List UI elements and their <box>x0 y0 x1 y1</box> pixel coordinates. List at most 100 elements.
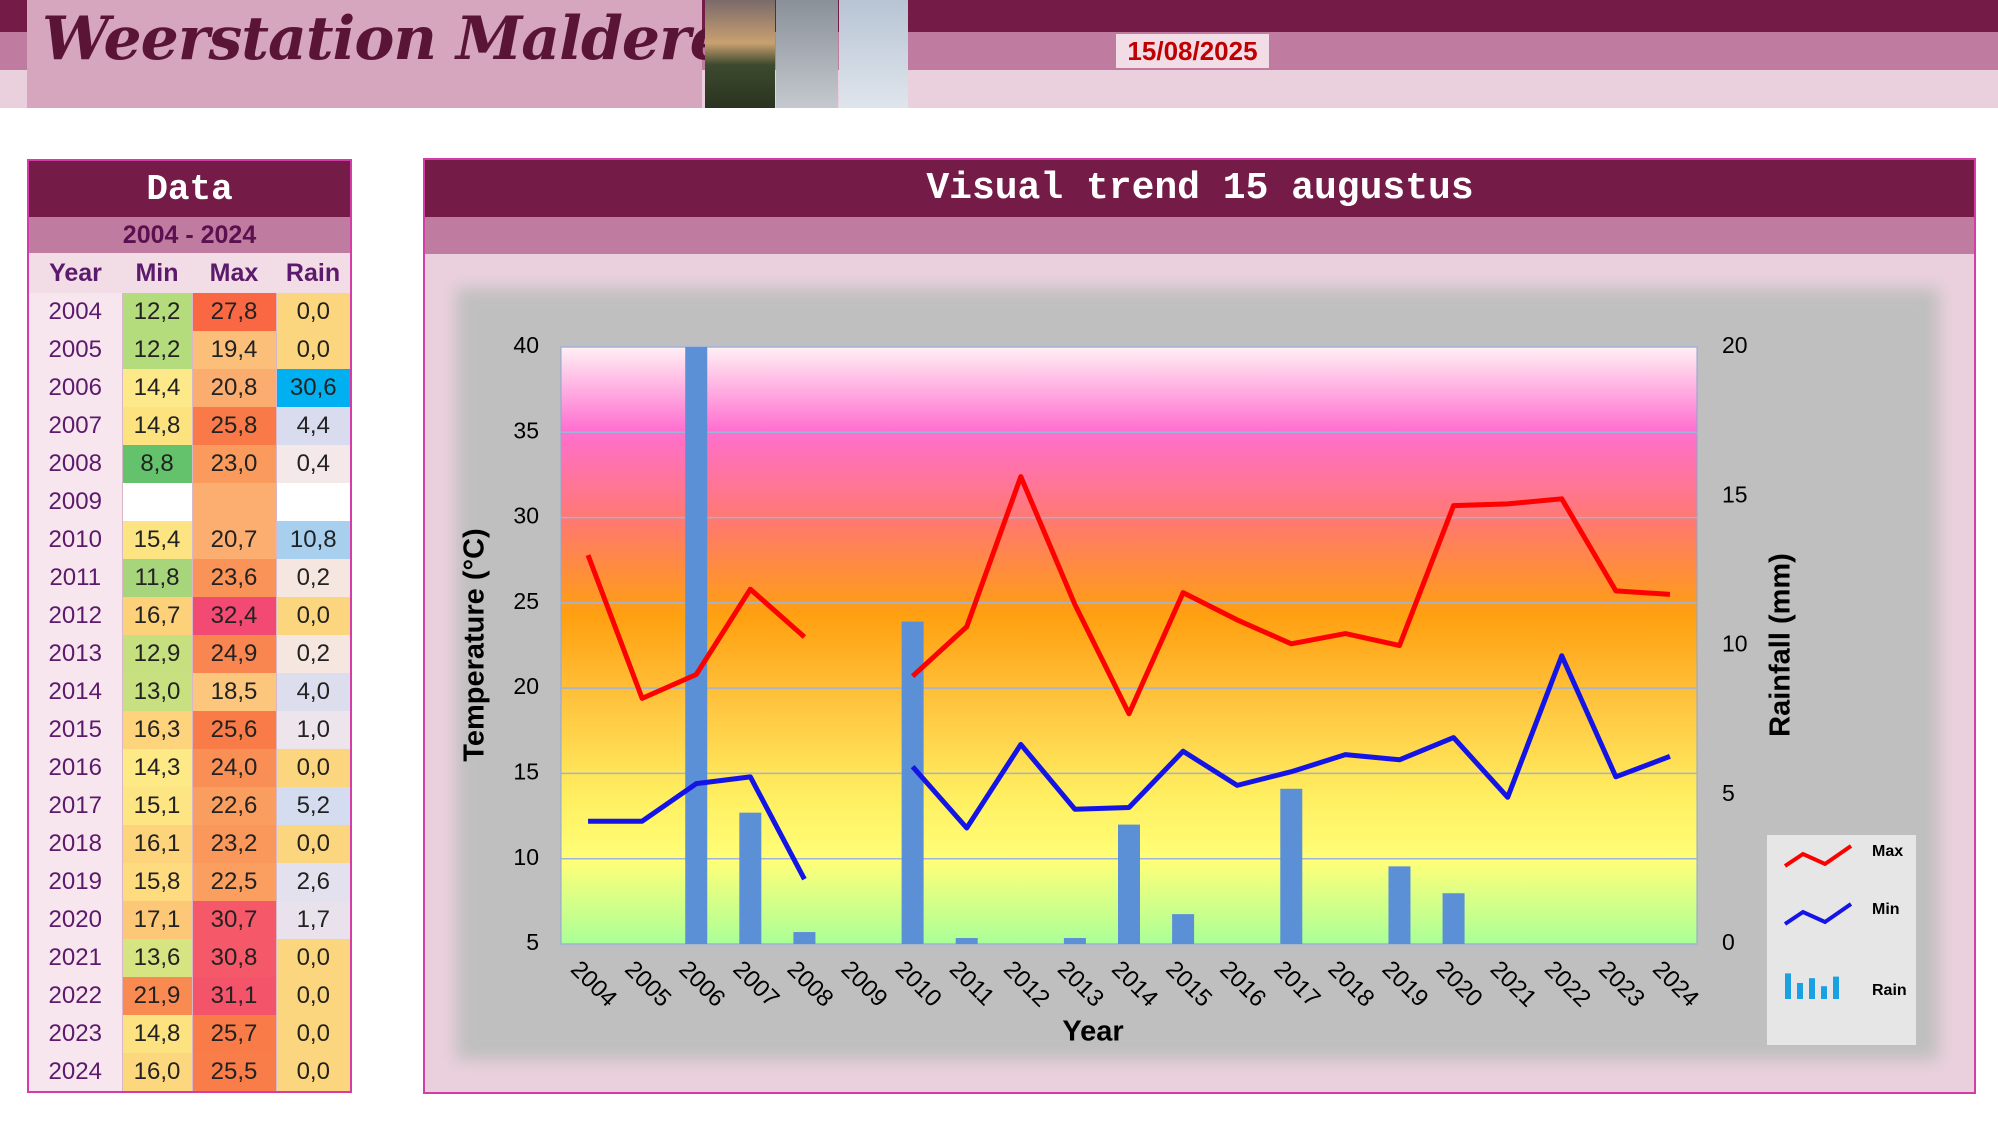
value-cell: 30,8 <box>191 939 276 977</box>
value-cell: 1,0 <box>275 711 352 749</box>
legend-icon <box>1783 902 1853 926</box>
legend-icon <box>1797 983 1803 999</box>
year-cell: 2005 <box>28 331 122 369</box>
legend-icon <box>1821 986 1827 999</box>
value-cell: 15,4 <box>121 521 192 559</box>
value-cell: 27,8 <box>191 293 276 331</box>
data <box>585 347 1671 944</box>
photo <box>839 0 908 108</box>
table-row: 2016 14,3 24,0 0,0 <box>28 749 352 787</box>
value-cell: 14,8 <box>121 1015 192 1053</box>
rain-bar <box>1172 914 1195 944</box>
value-cell: 17,1 <box>121 901 192 939</box>
y-tick-label: 30 <box>513 503 539 529</box>
legend-icon <box>1785 973 1791 999</box>
value-cell <box>121 483 192 521</box>
value-cell: 31,1 <box>191 977 276 1015</box>
value-cell: 14,8 <box>121 407 192 445</box>
value-cell: 19,4 <box>191 331 276 369</box>
y2-tick-label: 10 <box>1722 631 1748 657</box>
table-title: Data <box>28 160 352 217</box>
year-cell: 2021 <box>28 939 122 977</box>
value-cell: 4,0 <box>275 673 352 711</box>
value-cell: 25,6 <box>191 711 276 749</box>
value-cell: 22,6 <box>191 787 276 825</box>
value-cell: 16,0 <box>121 1053 192 1092</box>
y-tick-label: 35 <box>513 417 539 443</box>
year-cell: 2019 <box>28 863 122 901</box>
rain-bar <box>1388 866 1411 944</box>
year-cell: 2011 <box>28 559 122 597</box>
year-cell: 2007 <box>28 407 122 445</box>
rain-bar <box>1442 893 1465 944</box>
year-cell: 2013 <box>28 635 122 673</box>
year-cell: 2024 <box>28 1053 122 1092</box>
value-cell: 0,2 <box>275 559 352 597</box>
y-axis-title: Temperature (°C) <box>459 528 491 761</box>
year-cell: 2015 <box>28 711 122 749</box>
y2-axis-title: Rainfall (mm) <box>1765 553 1797 737</box>
value-cell: 18,5 <box>191 673 276 711</box>
y-tick-label: 15 <box>513 759 539 785</box>
table-row: 2021 13,6 30,8 0,0 <box>28 939 352 977</box>
x-axis-title: Year <box>1062 1016 1123 1048</box>
value-cell: 24,9 <box>191 635 276 673</box>
rain-bar <box>1118 824 1140 944</box>
table-subtitle: 2004 - 2024 <box>28 217 352 253</box>
value-cell <box>275 483 352 521</box>
year-cell: 2022 <box>28 977 122 1015</box>
chart-subtitle-bar <box>425 217 1974 254</box>
table-row: 2012 16,7 32,4 0,0 <box>28 597 352 635</box>
legend-label: Min <box>1872 901 1900 918</box>
y-tick-label: 40 <box>513 332 539 358</box>
year-cell: 2018 <box>28 825 122 863</box>
table-row: 2024 16,0 25,5 0,0 <box>28 1053 352 1092</box>
value-cell: 14,3 <box>121 749 192 787</box>
y2-tick-label: 15 <box>1722 481 1748 507</box>
value-cell: 12,2 <box>121 331 192 369</box>
year-cell: 2006 <box>28 369 122 407</box>
value-cell: 12,2 <box>121 293 192 331</box>
site-title: Weerstation Malderen <box>42 4 770 74</box>
table-row: 2007 14,8 25,8 4,4 <box>28 407 352 445</box>
column-header: Min <box>135 258 179 287</box>
value-cell: 0,0 <box>275 977 352 1015</box>
value-cell: 12,9 <box>121 635 192 673</box>
table-body: Data 2004 - 2024 Year Min Max Rain 2004 12,2… <box>28 160 352 1092</box>
value-cell: 25,5 <box>191 1053 276 1092</box>
line <box>585 474 1671 717</box>
value-cell: 16,7 <box>121 597 192 635</box>
rain-bar <box>955 938 978 944</box>
value-cell: 0,0 <box>275 939 352 977</box>
rain-bar <box>739 812 762 944</box>
value-cell: 15,8 <box>121 863 192 901</box>
year-cell: 2010 <box>28 521 122 559</box>
year-cell: 2016 <box>28 749 122 787</box>
photo <box>705 0 775 108</box>
value-cell: 10,8 <box>275 521 352 559</box>
rain-bar <box>1280 788 1303 944</box>
value-cell: 25,8 <box>191 407 276 445</box>
value-cell: 0,0 <box>275 749 352 787</box>
chart-title: Visual trend 15 augustus <box>926 167 1473 210</box>
table-row: 2005 12,2 19,4 0,0 <box>28 331 352 369</box>
table-row: 2018 16,1 23,2 0,0 <box>28 825 352 863</box>
table-row: 2019 15,8 22,5 2,6 <box>28 863 352 901</box>
table-row: 2006 14,4 20,8 30,6 <box>28 369 352 407</box>
value-cell: 0,0 <box>275 1015 352 1053</box>
y2-tick-label: 20 <box>1722 332 1748 358</box>
legend-label: Max <box>1872 843 1903 860</box>
year-cell: 2012 <box>28 597 122 635</box>
value-cell: 15,1 <box>121 787 192 825</box>
value-cell: 5,2 <box>275 787 352 825</box>
value-cell: 20,8 <box>191 369 276 407</box>
line <box>588 653 1671 881</box>
y-tick-label: 10 <box>513 844 539 870</box>
table-row: 2015 16,3 25,6 1,0 <box>28 711 352 749</box>
year-cell: 2023 <box>28 1015 122 1053</box>
value-cell <box>191 483 276 521</box>
table-row: 2020 17,1 30,7 1,7 <box>28 901 352 939</box>
value-cell: 30,7 <box>191 901 276 939</box>
